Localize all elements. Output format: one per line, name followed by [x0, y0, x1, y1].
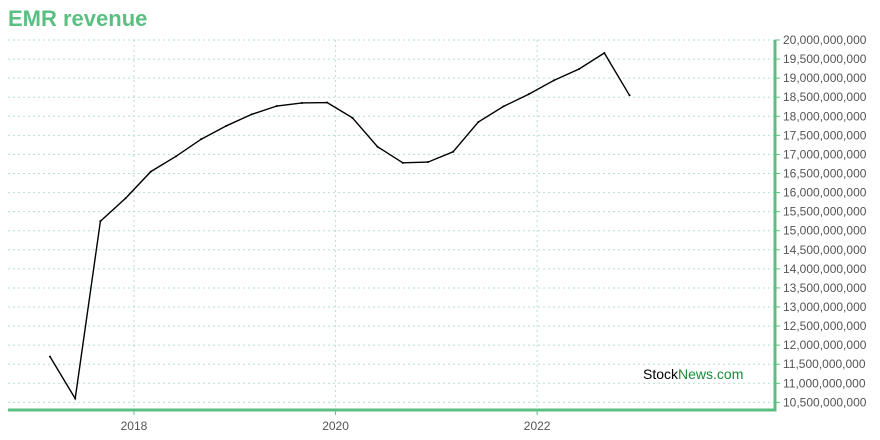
x-tick-label: 2020 [322, 419, 349, 433]
y-tick-label: 15,500,000,000 [783, 205, 867, 219]
data-point [527, 93, 530, 96]
y-tick-label: 12,000,000,000 [783, 338, 867, 352]
y-tick-label: 12,500,000,000 [783, 319, 867, 333]
y-tick-label: 13,500,000,000 [783, 281, 867, 295]
chart-title: EMR revenue [8, 6, 148, 31]
data-point [200, 138, 203, 141]
axes [8, 40, 777, 412]
x-tick-label: 2022 [524, 419, 551, 433]
grid-lines [8, 39, 775, 410]
data-point [149, 170, 152, 173]
data-point [351, 116, 354, 119]
data-point [401, 161, 404, 164]
y-tick-label: 19,500,000,000 [783, 52, 867, 66]
watermark: StockNews.com [643, 366, 743, 382]
y-tick-label: 14,000,000,000 [783, 262, 867, 276]
data-point [578, 67, 581, 70]
y-tick-label: 18,000,000,000 [783, 109, 867, 123]
data-point [74, 397, 77, 400]
y-tick-label: 10,500,000,000 [783, 395, 867, 409]
data-point [225, 124, 228, 127]
y-axis-ticks: 10,500,000,000 11,000,000,000 11,500,000,0… [775, 33, 867, 409]
watermark-com: .com [713, 366, 743, 382]
data-point [628, 94, 631, 97]
data-point [250, 113, 253, 116]
data-point [174, 155, 177, 158]
series-group [48, 51, 631, 401]
data-point [552, 79, 555, 82]
data-point [275, 104, 278, 107]
y-tick-label: 17,500,000,000 [783, 128, 867, 142]
y-tick-label: 19,000,000,000 [783, 71, 867, 85]
x-axis-ticks: 2018 2020 2022 [121, 410, 551, 433]
data-point [376, 145, 379, 148]
y-tick-label: 15,000,000,000 [783, 224, 867, 238]
y-tick-label: 11,500,000,000 [783, 357, 866, 371]
y-tick-label: 16,000,000,000 [783, 186, 867, 200]
data-point [452, 150, 455, 153]
watermark-stock: Stock [643, 366, 679, 382]
data-point [99, 220, 102, 223]
data-point [326, 101, 329, 104]
x-tick-label: 2018 [121, 419, 148, 433]
revenue-line [49, 52, 631, 401]
data-point [300, 101, 303, 104]
y-tick-label: 17,000,000,000 [783, 147, 867, 161]
data-point [124, 197, 127, 200]
y-tick-label: 18,500,000,000 [783, 90, 867, 104]
y-tick-label: 20,000,000,000 [783, 33, 867, 47]
data-point [48, 355, 51, 358]
data-point [477, 121, 480, 124]
watermark-news: News [678, 366, 713, 382]
data-point [426, 161, 429, 164]
y-tick-label: 11,000,000,000 [783, 376, 866, 390]
y-tick-label: 16,500,000,000 [783, 167, 867, 181]
y-tick-label: 14,500,000,000 [783, 243, 867, 257]
data-point [603, 51, 606, 54]
y-tick-label: 13,000,000,000 [783, 300, 867, 314]
data-point [502, 105, 505, 108]
